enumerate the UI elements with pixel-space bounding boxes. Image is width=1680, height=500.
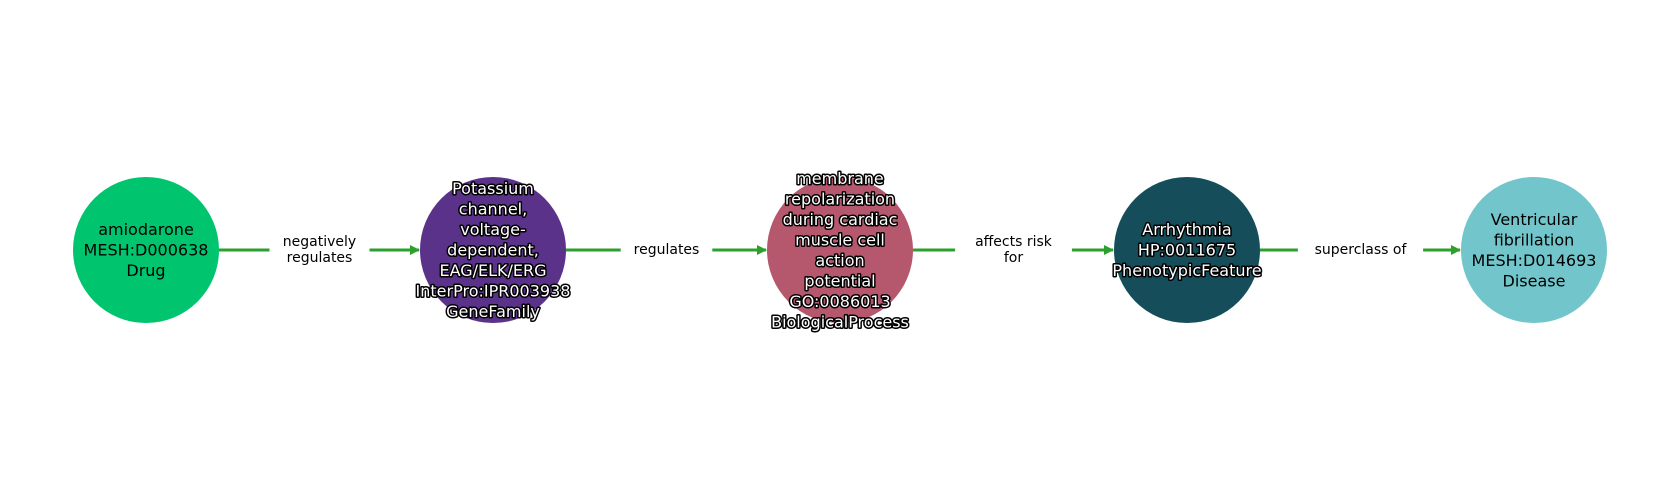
edge-2: regulates xyxy=(566,238,767,262)
node-label-text: during cardiac xyxy=(783,210,898,229)
node-label-text: Arrhythmia xyxy=(1142,220,1231,239)
node-label-text: repolarization xyxy=(785,189,895,208)
node-circle xyxy=(420,177,566,323)
node-label-text: PhenotypicFeature xyxy=(1112,261,1261,280)
node-label-text: BiologicalProcess xyxy=(771,312,909,331)
node-label-text: muscle cell xyxy=(795,230,885,249)
edge-label-text: negatively xyxy=(283,234,356,250)
edge-label-text: regulates xyxy=(634,242,700,258)
node-circle xyxy=(767,177,913,323)
node-label-text: Disease xyxy=(1503,271,1566,290)
node-circle xyxy=(1461,177,1607,323)
edge-label-text: regulates xyxy=(287,250,353,266)
node-label-text: GeneFamily xyxy=(446,302,540,321)
node-circle xyxy=(73,177,219,323)
node-label-text: GO:0086013 xyxy=(789,292,890,311)
node-label-text: fibrillation xyxy=(1494,230,1575,249)
node-label-text: dependent, xyxy=(447,241,539,260)
node-label-text: InterPro:IPR003938 xyxy=(416,282,571,301)
node-label-text: voltage- xyxy=(460,220,526,239)
edge-label-text: superclass of xyxy=(1315,242,1408,258)
node-label-text: MESH:D000638 xyxy=(84,241,209,260)
node-label-text: channel, xyxy=(459,200,527,219)
node-label-text: Potassium xyxy=(452,179,534,198)
node-circle xyxy=(1114,177,1260,323)
edge-label-text: for xyxy=(1004,250,1023,266)
node-potassium-channel: Potassium channel,voltage-dependent,EAG/E… xyxy=(414,177,572,323)
edge-label-background xyxy=(955,230,1072,270)
node-label-text: MESH:D014693 xyxy=(1472,251,1597,270)
edge-label-background xyxy=(1297,238,1424,262)
node-label-text: potential xyxy=(804,271,875,290)
edge-label-background xyxy=(620,238,713,262)
node-label-text: amiodarone xyxy=(98,220,194,239)
node-label-text: HP:0011675 xyxy=(1138,241,1236,260)
node-label-text: action xyxy=(815,251,864,270)
edge-label-background xyxy=(269,230,370,270)
node-label-text: Ventricular xyxy=(1491,210,1578,229)
node-label-text: membrane xyxy=(796,169,884,188)
node-label-text: Drug xyxy=(126,261,165,280)
edge-4: superclass of xyxy=(1260,238,1461,262)
node-label-text: EAG/ELK/ERG xyxy=(439,261,546,280)
edge-label-text: affects risk xyxy=(975,234,1053,250)
